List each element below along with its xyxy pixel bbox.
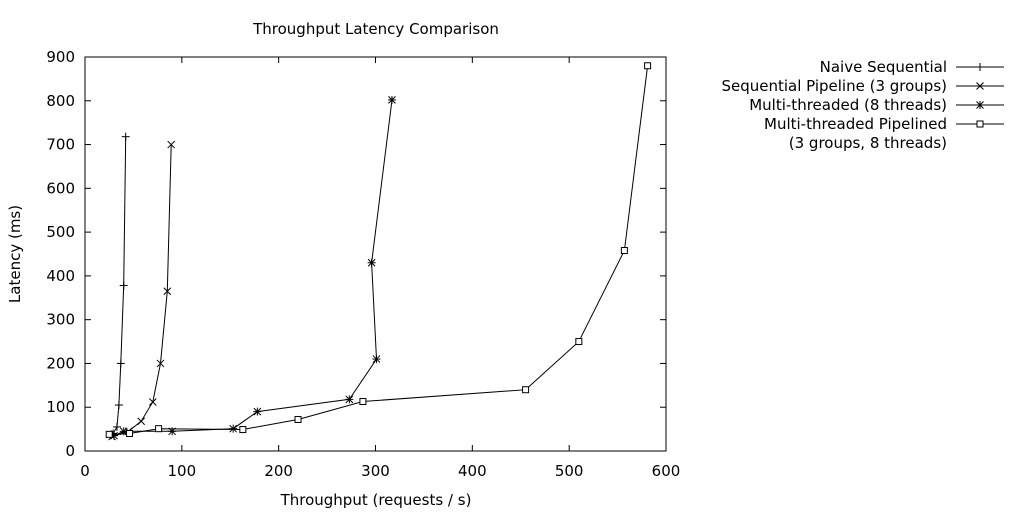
data-point xyxy=(367,258,376,267)
series-line xyxy=(111,144,172,438)
data-point xyxy=(121,132,130,141)
legend-label: Naive Sequential xyxy=(820,58,947,76)
legend-label: Multi-threaded Pipelined xyxy=(764,115,947,133)
y-tick-label: 900 xyxy=(46,48,75,66)
x-tick-label: 500 xyxy=(555,462,584,480)
y-tick-label: 700 xyxy=(46,136,75,154)
legend-marker xyxy=(976,82,984,90)
data-point xyxy=(126,429,134,437)
data-point xyxy=(167,140,176,149)
plot-frame xyxy=(84,56,667,452)
x-tick-label: 600 xyxy=(652,462,681,480)
legend-marker xyxy=(976,120,984,128)
data-point xyxy=(229,424,238,433)
data-point xyxy=(575,338,583,346)
y-tick-label: 500 xyxy=(46,223,75,241)
data-point xyxy=(148,398,157,406)
legend-marker xyxy=(976,101,984,109)
y-axis-label: Latency (ms) xyxy=(6,205,24,303)
data-point xyxy=(116,359,125,368)
data-point xyxy=(112,422,121,431)
legend-label: Sequential Pipeline (3 groups) xyxy=(721,77,947,95)
data-point xyxy=(163,287,172,296)
x-axis-label: Throughput (requests / s) xyxy=(280,491,472,509)
y-tick-label: 800 xyxy=(46,92,75,110)
data-point xyxy=(359,398,367,406)
series-group xyxy=(105,62,652,441)
y-tick-label: 100 xyxy=(46,398,75,416)
y-tick-label: 200 xyxy=(46,354,75,372)
y-tick-label: 600 xyxy=(46,179,75,197)
series-line xyxy=(109,65,649,435)
x-tick-label: 400 xyxy=(458,462,487,480)
y-tick-label: 400 xyxy=(46,267,75,285)
series-4 xyxy=(105,62,652,438)
data-point xyxy=(294,415,302,423)
series-2 xyxy=(108,140,176,441)
legend-label: Multi-threaded (8 threads) xyxy=(749,96,947,114)
data-point xyxy=(114,401,123,410)
chart-title: Throughput Latency Comparison xyxy=(252,20,499,38)
data-point xyxy=(345,395,354,404)
data-point xyxy=(372,355,381,364)
data-point xyxy=(253,407,262,416)
data-point xyxy=(105,430,113,438)
x-tick-label: 300 xyxy=(361,462,390,480)
data-point xyxy=(620,246,628,254)
data-point xyxy=(644,62,652,70)
series-3 xyxy=(110,95,396,440)
y-tick-label: 300 xyxy=(46,311,75,329)
data-point xyxy=(522,386,530,394)
data-point xyxy=(155,425,163,433)
x-tick-label: 100 xyxy=(168,462,197,480)
data-point xyxy=(119,281,128,290)
x-tick-label: 0 xyxy=(80,462,90,480)
data-point xyxy=(156,359,165,368)
axis-ticks: 0 100 200 300 400 500 600 0 100 200 300 400 500 600 70… xyxy=(46,48,680,480)
y-tick-label: 0 xyxy=(65,442,75,460)
data-point xyxy=(239,426,247,434)
data-point xyxy=(387,95,396,104)
data-point xyxy=(137,417,146,426)
legend-marker xyxy=(976,63,984,71)
legend-label: (3 groups, 8 threads) xyxy=(789,134,947,152)
series-1 xyxy=(107,132,130,439)
x-tick-label: 200 xyxy=(264,462,293,480)
